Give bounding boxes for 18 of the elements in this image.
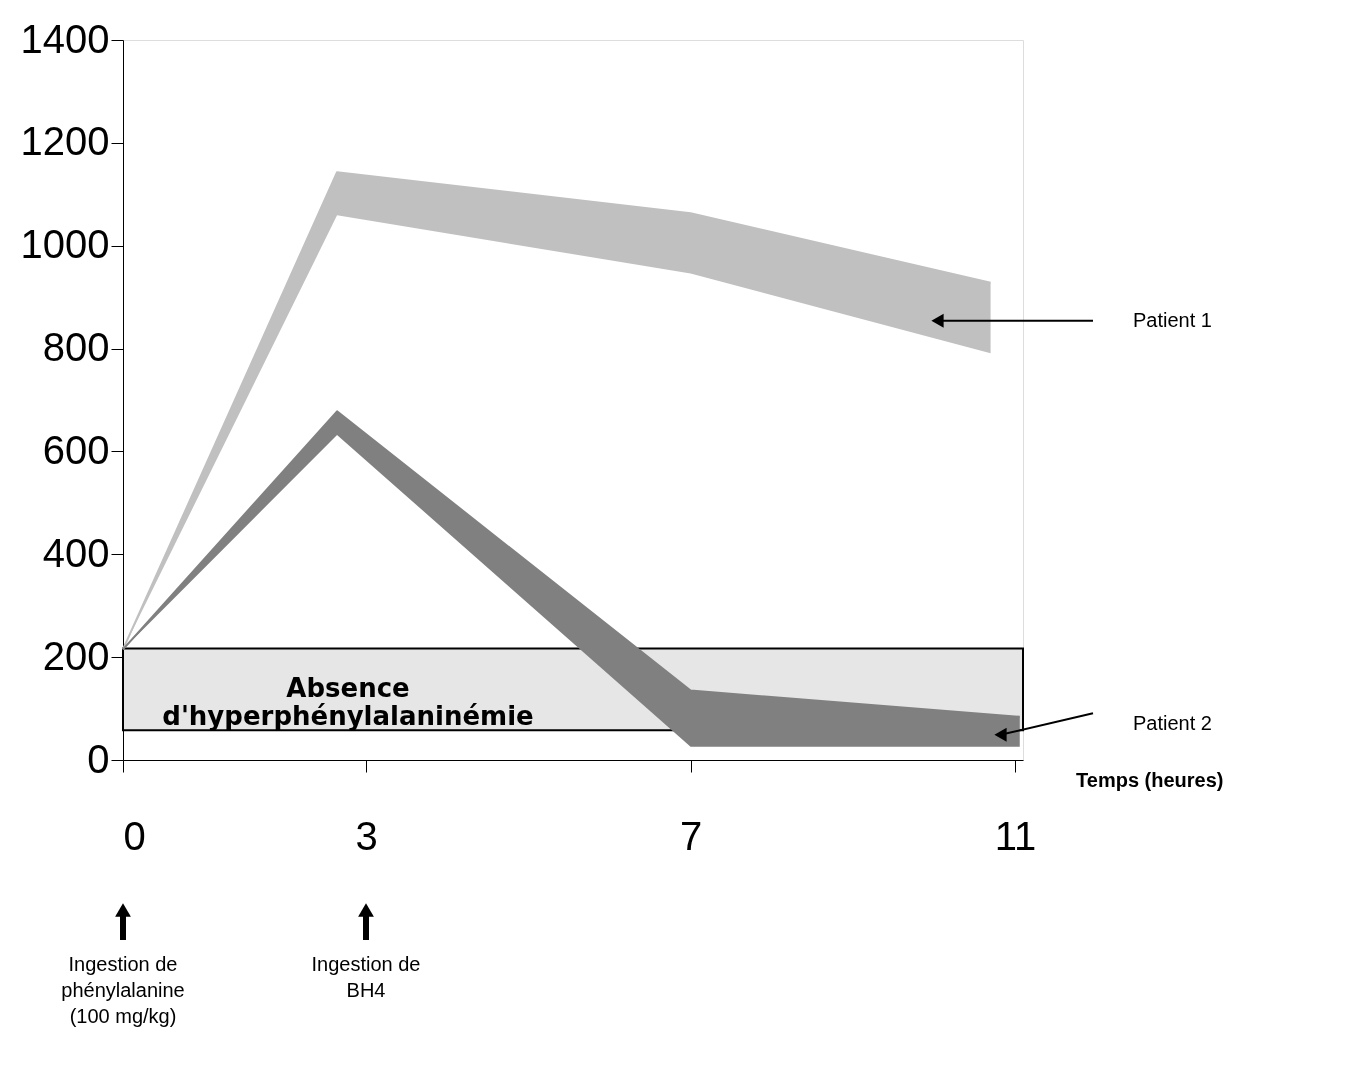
y-tick-label: 200	[42, 633, 110, 678]
y-tick-label: 1200	[20, 119, 110, 164]
x-tick-label: 0	[123, 813, 146, 858]
text: Ingestion de phénylalanine (100 mg/kg)	[61, 953, 185, 1027]
x-tick-label: 11	[994, 813, 1037, 858]
text: Patient 1	[1133, 308, 1212, 331]
y-tick-label: 600	[42, 427, 110, 472]
x-tick-label: 7	[679, 813, 703, 858]
y-tick-label: 1000	[20, 222, 110, 267]
x-tick-label: 3	[355, 813, 378, 858]
y-tick-label: 800	[42, 325, 110, 370]
y-tick-label: 0	[87, 736, 110, 781]
y-tick-label: 400	[42, 530, 110, 575]
y-tick-label: 1400	[20, 16, 110, 61]
band-label: Absence d'hyperphénylalaninémie	[162, 673, 534, 732]
x-axis-title: Temps (heures)	[1076, 768, 1224, 791]
text: Patient 2	[1133, 712, 1212, 734]
text: Ingestion de BH4	[311, 953, 421, 1001]
